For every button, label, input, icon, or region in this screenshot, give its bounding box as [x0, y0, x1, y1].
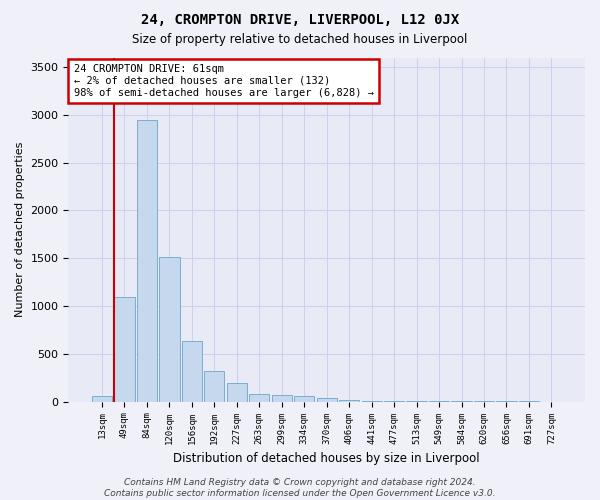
Bar	[137, 120, 157, 402]
Bar	[317, 398, 337, 402]
Bar	[362, 400, 382, 402]
X-axis label: Distribution of detached houses by size in Liverpool: Distribution of detached houses by size …	[173, 452, 480, 465]
Text: 24 CROMPTON DRIVE: 61sqm
← 2% of detached houses are smaller (132)
98% of semi-d: 24 CROMPTON DRIVE: 61sqm ← 2% of detache…	[74, 64, 374, 98]
Bar	[384, 401, 404, 402]
Bar	[339, 400, 359, 402]
Bar	[227, 383, 247, 402]
Bar	[272, 394, 292, 402]
Bar	[249, 394, 269, 402]
Text: Size of property relative to detached houses in Liverpool: Size of property relative to detached ho…	[133, 32, 467, 46]
Bar	[92, 396, 112, 402]
Bar	[115, 296, 134, 402]
Bar	[204, 370, 224, 402]
Bar	[294, 396, 314, 402]
Text: Contains HM Land Registry data © Crown copyright and database right 2024.
Contai: Contains HM Land Registry data © Crown c…	[104, 478, 496, 498]
Text: 24, CROMPTON DRIVE, LIVERPOOL, L12 0JX: 24, CROMPTON DRIVE, LIVERPOOL, L12 0JX	[141, 12, 459, 26]
Y-axis label: Number of detached properties: Number of detached properties	[15, 142, 25, 318]
Bar	[182, 341, 202, 402]
Bar	[159, 258, 179, 402]
